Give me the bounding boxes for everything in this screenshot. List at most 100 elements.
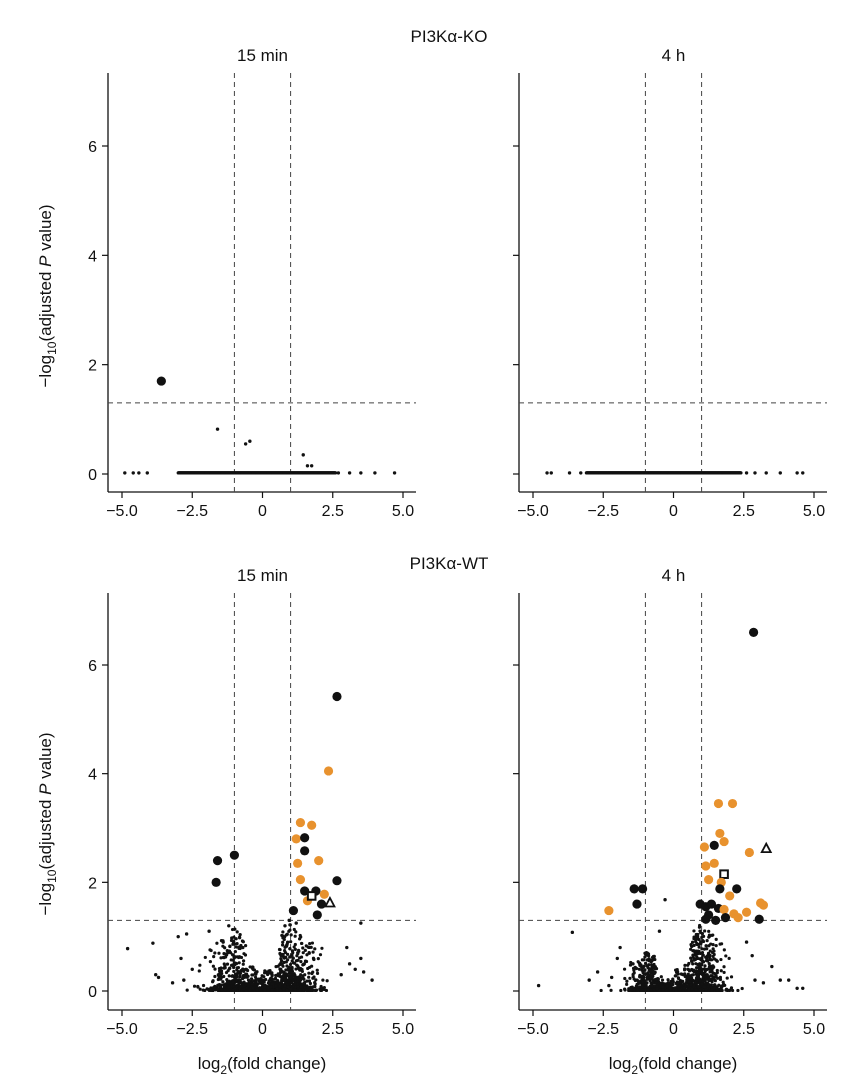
data-point — [309, 464, 314, 468]
data-point — [694, 966, 699, 970]
data-point — [716, 976, 720, 980]
data-point — [645, 964, 649, 968]
highlight-point — [727, 798, 738, 809]
data-point — [151, 941, 155, 945]
data-point — [234, 937, 238, 941]
data-point — [296, 951, 300, 955]
data-point — [704, 973, 709, 977]
data-point — [625, 982, 629, 986]
data-point — [720, 942, 724, 946]
data-point — [717, 983, 721, 987]
data-point — [711, 933, 715, 937]
data-point — [170, 981, 175, 985]
highlight-point — [699, 842, 710, 852]
data-point — [311, 976, 315, 980]
data-point — [649, 988, 653, 992]
data-point — [182, 978, 186, 982]
data-point — [296, 964, 300, 968]
data-point — [238, 973, 242, 978]
data-point — [248, 439, 252, 443]
data-point — [216, 973, 220, 977]
data-point — [211, 980, 215, 984]
highlight-point — [715, 828, 725, 839]
data-point — [712, 986, 716, 990]
data-point — [708, 934, 712, 938]
data-point — [700, 962, 704, 966]
data-point — [282, 987, 286, 991]
highlight-point — [291, 834, 301, 844]
data-point — [213, 967, 217, 971]
data-point — [715, 988, 719, 992]
x-tick-label: −5.0 — [106, 1021, 138, 1038]
data-point — [263, 988, 267, 993]
data-point — [648, 979, 652, 983]
data-point — [753, 978, 757, 982]
data-point — [677, 984, 681, 988]
x-tick-label: 0 — [258, 1021, 267, 1038]
data-point — [225, 979, 230, 984]
data-point — [685, 979, 689, 983]
data-point — [286, 985, 290, 989]
data-point — [288, 928, 292, 932]
data-point — [232, 969, 236, 974]
highlight-triangle-point — [760, 841, 773, 854]
data-point — [715, 968, 719, 973]
data-point — [235, 930, 239, 934]
data-point — [221, 980, 225, 984]
data-point — [315, 968, 319, 972]
data-point — [305, 979, 309, 983]
highlight-point — [706, 899, 717, 909]
data-point — [642, 972, 647, 976]
data-point — [370, 978, 374, 982]
highlight-point — [604, 905, 614, 916]
panel-wt-4h: −5.0 −2.5 0 2.5 5.0 4 h — [513, 566, 827, 1038]
data-point — [652, 987, 656, 992]
data-point — [740, 986, 744, 991]
data-point — [703, 985, 707, 989]
data-point — [254, 971, 258, 975]
data-point — [587, 978, 591, 982]
data-point — [179, 956, 183, 961]
data-point — [198, 963, 202, 967]
data-point — [729, 986, 734, 990]
data-point — [131, 471, 135, 475]
data-point — [280, 962, 284, 967]
data-point — [283, 924, 287, 928]
data-point — [308, 981, 313, 986]
y-axis-label-top: −log10(adjusted P value) — [36, 204, 59, 387]
data-point — [694, 962, 698, 966]
data-point — [795, 471, 799, 475]
data-point — [298, 988, 302, 993]
data-point — [744, 471, 749, 475]
data-point — [303, 973, 307, 977]
data-point — [640, 968, 644, 972]
data-point — [686, 972, 690, 976]
data-point — [230, 974, 235, 978]
data-point — [313, 984, 317, 988]
data-point — [237, 936, 242, 940]
data-point — [647, 957, 651, 961]
data-point — [235, 978, 239, 982]
data-point — [232, 956, 236, 960]
data-point — [283, 984, 287, 988]
data-point — [209, 948, 213, 953]
data-point — [770, 964, 774, 969]
x-tick-label: −2.5 — [587, 1021, 619, 1038]
highlight-point — [156, 376, 166, 386]
data-point — [648, 969, 653, 973]
data-point — [795, 986, 799, 990]
data-point — [208, 960, 212, 964]
data-point — [643, 955, 647, 959]
data-point — [246, 974, 250, 978]
data-point — [278, 951, 282, 956]
data-point — [700, 958, 704, 963]
data-point — [689, 947, 693, 951]
data-point — [289, 954, 293, 958]
data-point — [694, 951, 698, 956]
data-point — [270, 973, 274, 977]
data-point — [307, 979, 311, 983]
data-point — [284, 972, 289, 976]
panel-title: 15 min — [237, 566, 288, 585]
data-point — [664, 988, 668, 993]
data-point — [694, 988, 698, 992]
